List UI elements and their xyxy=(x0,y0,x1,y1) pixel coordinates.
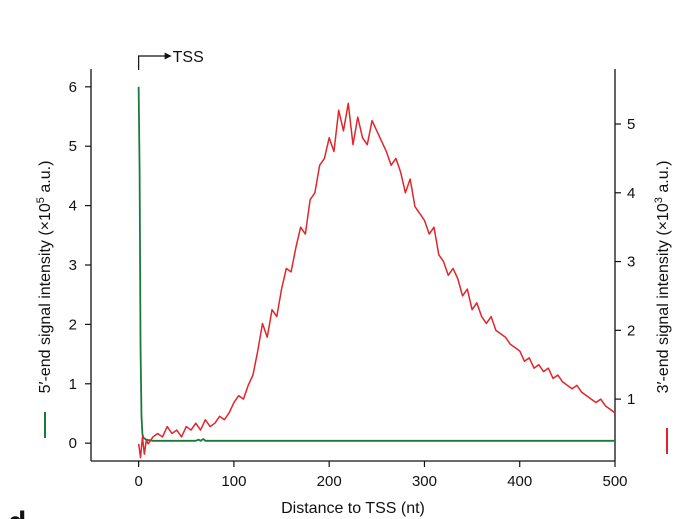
y-left-axis-title: 5′-end signal intensity (×105 a.u.) xyxy=(35,161,54,394)
x-axis-title: Distance to TSS (nt) xyxy=(281,500,425,517)
y-right-axis-title: 3′-end signal intensity (×103 a.u.) xyxy=(653,161,672,394)
y-right-tick-label: 4 xyxy=(627,185,635,202)
y-right-tick-label: 2 xyxy=(627,322,635,339)
x-tick-label: 100 xyxy=(221,473,246,490)
panel-label: d xyxy=(8,506,26,519)
labels-layer: 0 100 200 300 400 500 0 1 2 3 4 5 6 1 2 3 4 5 Distance to … xyxy=(8,49,672,519)
five-prime-series-line xyxy=(137,86,615,442)
x-tick-label: 400 xyxy=(507,473,532,490)
y-left-tick-label: 6 xyxy=(69,79,77,96)
y-right-tick-label: 3 xyxy=(627,254,635,271)
x-tick-label: 300 xyxy=(412,473,437,490)
axes xyxy=(85,69,621,467)
tss-arrowhead xyxy=(164,52,172,60)
tss-annotation-label: TSS xyxy=(173,49,204,66)
three-prime-series-line xyxy=(137,102,616,459)
x-tick-label: 200 xyxy=(317,473,342,490)
tss-arrow xyxy=(138,55,167,70)
y-right-tick-label: 1 xyxy=(627,391,635,408)
series-layer xyxy=(137,86,616,459)
y-right-tick-label: 5 xyxy=(627,116,635,133)
x-tick-label: 0 xyxy=(134,473,142,490)
y-left-tick-label: 4 xyxy=(69,198,77,215)
y-left-tick-label: 2 xyxy=(69,316,77,333)
y-left-tick-label: 5 xyxy=(69,138,77,155)
x-tick-label: 500 xyxy=(602,473,627,490)
y-left-tick-label: 3 xyxy=(69,257,77,274)
y-left-tick-label: 1 xyxy=(69,376,77,393)
y-left-tick-label: 0 xyxy=(69,435,77,452)
